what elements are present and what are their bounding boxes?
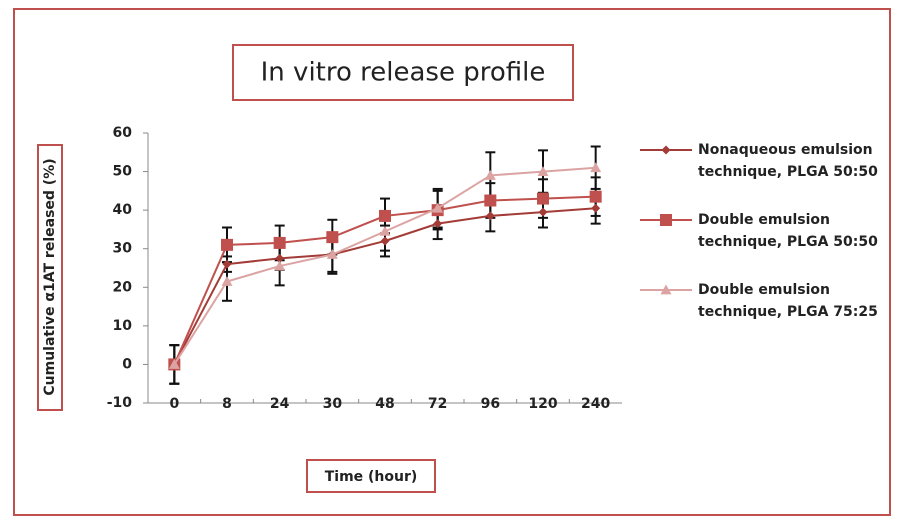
point xyxy=(275,253,285,263)
x-tick-label: 96 xyxy=(481,396,500,412)
point xyxy=(538,207,548,217)
x-tick-label: 72 xyxy=(428,396,447,412)
point xyxy=(326,231,339,244)
point xyxy=(590,162,602,173)
x-tick-label: 240 xyxy=(581,396,610,412)
legend-label: Double emulsion technique, PLGA 75:25 xyxy=(698,282,878,320)
x-tick-label: 48 xyxy=(375,396,394,412)
y-tick-label: 10 xyxy=(113,318,133,334)
point xyxy=(591,203,601,213)
point xyxy=(537,192,549,205)
y-label-box xyxy=(37,144,63,411)
point xyxy=(273,236,286,249)
title-box xyxy=(232,44,574,101)
point xyxy=(485,211,495,221)
y-tick-label: 40 xyxy=(113,202,133,218)
point xyxy=(274,260,286,271)
point xyxy=(484,169,496,180)
point xyxy=(326,249,338,259)
point xyxy=(168,358,180,369)
legend-label: Nonaqueous emulsion technique, PLGA 50:5… xyxy=(698,142,878,180)
point xyxy=(432,202,444,213)
point xyxy=(221,276,233,286)
point xyxy=(379,209,391,222)
x-tick-label: 120 xyxy=(528,396,557,412)
legend-marker xyxy=(660,284,672,295)
x-tick-label: 24 xyxy=(270,396,290,412)
y-tick-label: 0 xyxy=(122,356,132,372)
y-axis-label: Cumulative α1AT released (%) xyxy=(42,158,58,395)
outer-border xyxy=(13,8,891,516)
x-tick-label: 0 xyxy=(169,396,179,412)
y-tick-label: 60 xyxy=(113,125,133,141)
y-tick-label: 30 xyxy=(113,241,133,257)
point xyxy=(380,236,390,246)
x-tick-label: 30 xyxy=(323,396,343,412)
series-line xyxy=(173,166,596,365)
point xyxy=(221,238,233,251)
point xyxy=(484,194,497,207)
point xyxy=(433,219,443,229)
y-tick-label: 20 xyxy=(113,279,133,295)
point xyxy=(379,225,391,236)
x-axis-label: Time (hour) xyxy=(325,469,418,485)
legend-marker xyxy=(661,145,671,155)
legend-label: Double emulsion technique, PLGA 50:50 xyxy=(698,212,878,250)
y-tick-label: 50 xyxy=(113,164,133,180)
x-tick-label: 8 xyxy=(222,396,232,412)
y-tick-label: -10 xyxy=(107,395,133,411)
point xyxy=(222,259,232,269)
x-label-box xyxy=(306,459,436,493)
point xyxy=(537,166,549,176)
chart-title: In vitro release profile xyxy=(261,58,546,88)
point xyxy=(589,190,602,203)
legend-marker xyxy=(660,214,672,226)
